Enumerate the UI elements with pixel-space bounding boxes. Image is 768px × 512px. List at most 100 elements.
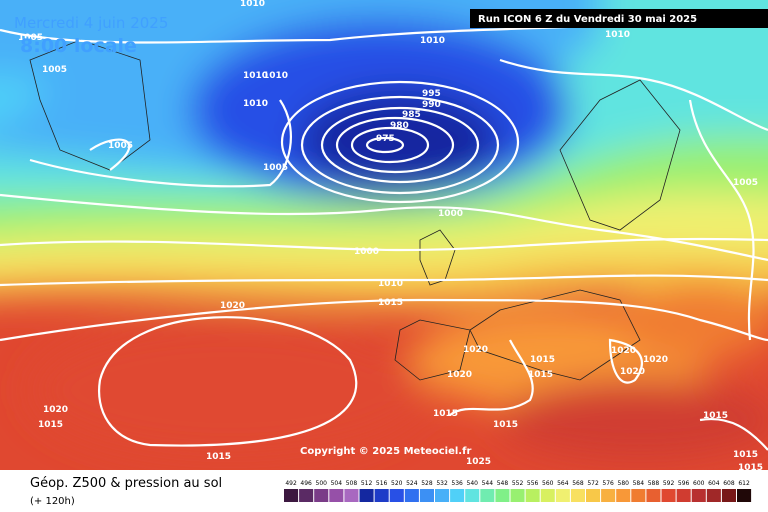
isobar-label: 1005 xyxy=(733,178,758,188)
isobar-label: 980 xyxy=(390,121,409,131)
isobar-label: 990 xyxy=(422,100,441,110)
isobar-label: 1000 xyxy=(354,247,379,257)
legend-swatch xyxy=(495,489,510,502)
copyright: Copyright © 2025 Meteociel.fr xyxy=(300,446,471,457)
legend-label: 608 xyxy=(723,480,735,487)
field: 1010100510051010101010101010101010051005… xyxy=(0,0,768,473)
run-box xyxy=(470,9,768,28)
legend-label: 580 xyxy=(618,480,630,487)
legend-label: 500 xyxy=(316,480,328,487)
isobar-label: 1015 xyxy=(738,463,763,473)
isobar-label: 1010 xyxy=(378,279,403,289)
isobar-label: 1015 xyxy=(493,420,518,430)
isobar-label: 1020 xyxy=(620,367,645,377)
isobar-label: 1020 xyxy=(220,301,245,311)
isobar-label: 985 xyxy=(402,110,421,120)
legend-swatch xyxy=(299,489,314,502)
isobar-label: 1010 xyxy=(420,36,445,46)
isobar-label: 1020 xyxy=(463,345,488,355)
isobar-label: 975 xyxy=(376,134,395,144)
legend-label: 584 xyxy=(633,480,645,487)
isobar-label: 1015 xyxy=(528,370,553,380)
legend-label: 552 xyxy=(512,480,524,487)
legend-label: 600 xyxy=(693,480,705,487)
isobar-label: 1005 xyxy=(18,33,43,43)
footer-title: Géop. Z500 & pression au sol xyxy=(30,476,222,491)
legend-swatch xyxy=(586,489,601,502)
legend-swatch xyxy=(344,489,359,502)
legend-label: 524 xyxy=(406,480,418,487)
legend-swatch xyxy=(706,489,721,502)
legend-label: 520 xyxy=(391,480,403,487)
legend-swatch xyxy=(435,489,450,502)
run-label: Run ICON 6 Z du Vendredi 30 mai 2025 xyxy=(478,14,697,25)
legend-label: 588 xyxy=(648,480,660,487)
isobar-label: 1005 xyxy=(263,163,288,173)
isobar-label: 1020 xyxy=(447,370,472,380)
isobar-label: 1010 xyxy=(605,30,630,40)
legend-label: 528 xyxy=(421,480,433,487)
legend: 492 496 500 504 508 512 516 520 524 528 532 536 540 5… xyxy=(284,480,752,502)
legend-swatch xyxy=(540,489,555,502)
isobar-label: 1020 xyxy=(643,355,668,365)
legend-swatch xyxy=(284,489,299,502)
legend-label: 612 xyxy=(738,480,750,487)
time-label: 8:00 locale xyxy=(20,35,137,57)
legend-swatch xyxy=(419,489,434,502)
legend-label: 544 xyxy=(482,480,494,487)
isobar-label: 1010 xyxy=(263,71,288,81)
isobar-label: 1015 xyxy=(703,411,728,421)
legend-swatch xyxy=(525,489,540,502)
isobar-label: 1010 xyxy=(243,99,268,109)
isobar-label: 1000 xyxy=(438,209,463,219)
legend-swatch xyxy=(465,489,480,502)
isobar-label: 1005 xyxy=(108,141,133,151)
legend-label: 564 xyxy=(557,480,569,487)
isobar-label: 1010 xyxy=(240,0,265,9)
legend-swatch xyxy=(314,489,329,502)
legend-label: 548 xyxy=(497,480,509,487)
isobar-label: 1015 xyxy=(38,420,63,430)
legend-swatch xyxy=(661,489,676,502)
isobar-label: 1015 xyxy=(530,355,555,365)
legend-swatch xyxy=(691,489,706,502)
legend-label: 592 xyxy=(663,480,675,487)
legend-swatch xyxy=(676,489,691,502)
legend-label: 560 xyxy=(542,480,554,487)
legend-swatch xyxy=(450,489,465,502)
legend-swatch xyxy=(555,489,570,502)
legend-swatch xyxy=(737,489,752,502)
isobar-label: 1015 xyxy=(206,452,231,462)
isobar-label: 1005 xyxy=(42,65,67,75)
legend-label: 508 xyxy=(346,480,358,487)
legend-label: 536 xyxy=(451,480,463,487)
legend-label: 572 xyxy=(587,480,599,487)
legend-label: 532 xyxy=(436,480,448,487)
legend-swatch xyxy=(616,489,631,502)
legend-swatch xyxy=(570,489,585,502)
legend-swatch xyxy=(631,489,646,502)
legend-label: 596 xyxy=(678,480,690,487)
isobar-label: 1015 xyxy=(733,450,758,460)
isobar-label: 995 xyxy=(422,89,441,99)
isobar-label: 1025 xyxy=(466,457,491,467)
legend-label: 576 xyxy=(602,480,614,487)
legend-label: 556 xyxy=(527,480,539,487)
isobar-label: 1010 xyxy=(243,71,268,81)
legend-label: 504 xyxy=(331,480,343,487)
legend-swatch xyxy=(404,489,419,502)
legend-swatch xyxy=(510,489,525,502)
legend-label: 516 xyxy=(376,480,388,487)
legend-swatch xyxy=(359,489,374,502)
isobar-label: 1020 xyxy=(43,405,68,415)
footer-lead: (+ 120h) xyxy=(30,496,75,507)
legend-swatch xyxy=(329,489,344,502)
legend-label: 512 xyxy=(361,480,373,487)
isobar-label: 1015 xyxy=(378,298,403,308)
legend-label: 604 xyxy=(708,480,720,487)
legend-label: 496 xyxy=(300,480,312,487)
isobar-label: 1015 xyxy=(433,409,458,419)
isobar-label: 1020 xyxy=(611,346,636,356)
